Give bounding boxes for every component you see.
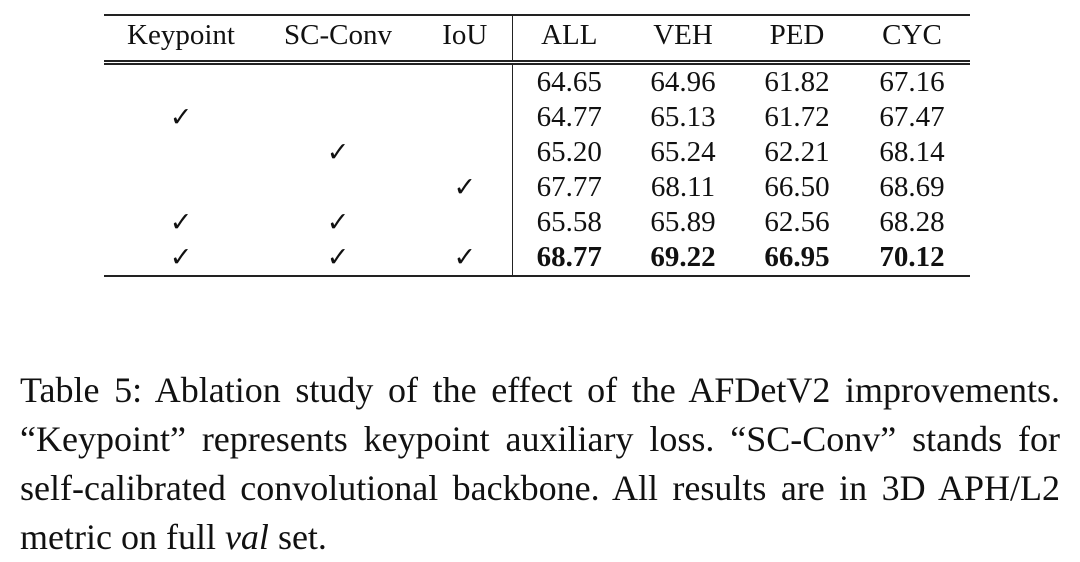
- cell-sc-conv: ✓: [258, 240, 418, 277]
- header-sc-conv: SC-Conv: [258, 14, 418, 63]
- cell-all: 68.77: [511, 240, 626, 277]
- cell-ped: 61.72: [764, 101, 830, 133]
- caption-text-end: set.: [268, 517, 327, 557]
- cell-keypoint: [104, 60, 258, 100]
- table-row: ✓ 64.77 65.13 61.72 67.47: [104, 100, 970, 135]
- table-row: ✓ 65.20 65.24 62.21 68.14: [104, 135, 970, 170]
- cell-cyc: 67.16: [854, 60, 970, 100]
- cell-ped: 61.82: [740, 60, 854, 100]
- cell-cyc: 70.12: [854, 240, 970, 277]
- cell-all: 65.20: [511, 135, 626, 170]
- cell-veh: 64.96: [626, 60, 740, 100]
- table-row: ✓ ✓ 65.58 65.89 62.56 68.28: [104, 205, 970, 240]
- header-all: ALL: [511, 14, 626, 63]
- cell-sc-conv: [258, 170, 418, 205]
- cell-veh: 65.24: [650, 136, 716, 168]
- cell-ped: 66.50: [764, 171, 830, 203]
- cell-iou: ✓: [453, 172, 477, 203]
- caption-text: Table 5: Ablation study of the effect of…: [20, 370, 1060, 557]
- header-keypoint: Keypoint: [104, 14, 258, 63]
- cell-cyc: 68.28: [879, 206, 945, 238]
- cell-ped: 62.56: [764, 206, 830, 238]
- cell-iou: [418, 135, 512, 170]
- cell-ped: 66.95: [740, 240, 854, 277]
- cell-sc-conv: ✓: [326, 137, 350, 168]
- cell-ped: 62.21: [764, 136, 830, 168]
- cell-keypoint: ✓: [169, 207, 193, 238]
- cell-iou: [418, 60, 512, 100]
- cell-sc-conv: [258, 60, 418, 100]
- cell-veh: 65.89: [650, 206, 716, 238]
- header-ped: PED: [740, 14, 854, 63]
- table-caption: Table 5: Ablation study of the effect of…: [20, 366, 1060, 562]
- header-cyc: CYC: [854, 14, 970, 63]
- cell-veh: 68.11: [650, 171, 716, 203]
- cell-keypoint: ✓: [104, 240, 258, 277]
- ablation-table: Keypoint SC-Conv IoU ALL VEH PED CYC 64.…: [104, 14, 970, 277]
- cell-iou: [418, 205, 512, 240]
- caption-italic-val: val: [224, 517, 269, 557]
- cell-keypoint: [104, 170, 258, 205]
- cell-veh: 65.13: [650, 101, 716, 133]
- header-iou: IoU: [418, 14, 512, 63]
- cell-sc-conv: ✓: [326, 207, 350, 238]
- cell-iou: ✓: [418, 240, 512, 277]
- ablation-table-container: Keypoint SC-Conv IoU ALL VEH PED CYC 64.…: [104, 14, 970, 277]
- cell-all: 67.77: [511, 170, 626, 205]
- header-row: Keypoint SC-Conv IoU ALL VEH PED CYC: [104, 14, 970, 63]
- table-row: 64.65 64.96 61.82 67.16: [104, 60, 970, 100]
- table-row-best: ✓ ✓ ✓ 68.77 69.22 66.95 70.12: [104, 240, 970, 277]
- cell-keypoint: [104, 135, 258, 170]
- cell-all: 64.77: [511, 100, 626, 135]
- cell-all: 64.65: [511, 60, 626, 100]
- table-row: ✓ 67.77 68.11 66.50 68.69: [104, 170, 970, 205]
- cell-all: 65.58: [511, 205, 626, 240]
- cell-sc-conv: [258, 100, 418, 135]
- cell-cyc: 67.47: [879, 101, 945, 133]
- cell-cyc: 68.69: [879, 171, 945, 203]
- cell-veh: 69.22: [626, 240, 740, 277]
- header-veh: VEH: [626, 14, 740, 63]
- cell-cyc: 68.14: [879, 136, 945, 168]
- cell-iou: [418, 100, 512, 135]
- cell-keypoint: ✓: [169, 102, 193, 133]
